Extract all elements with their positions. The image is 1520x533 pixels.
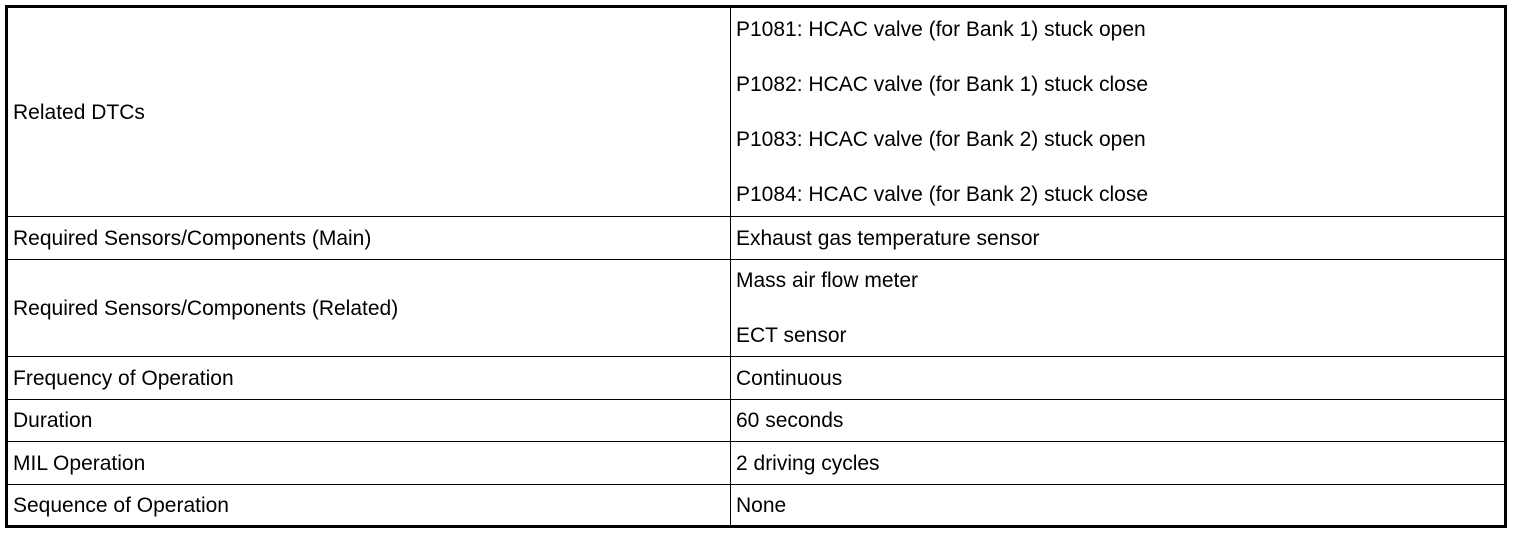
label-cell: Frequency of Operation — [8, 357, 731, 399]
value-text: Exhaust gas temperature sensor — [736, 226, 1040, 250]
value-cell: None — [731, 485, 1504, 525]
value-cell: 2 driving cycles — [731, 442, 1504, 484]
value-cell: 60 seconds — [731, 400, 1504, 441]
value-text: P1083: HCAC valve (for Bank 2) stuck ope… — [736, 128, 1146, 151]
label-text: MIL Operation — [13, 451, 146, 475]
value-text: Continuous — [736, 366, 843, 390]
value-cell: Continuous — [731, 357, 1504, 399]
table-row: Duration 60 seconds — [8, 399, 1504, 441]
table-row: Required Sensors/Components (Related) Mas… — [8, 259, 1504, 356]
table-row: Frequency of Operation Continuous — [8, 356, 1504, 399]
table-row: MIL Operation 2 driving cycles — [8, 441, 1504, 484]
label-text: Duration — [13, 409, 93, 432]
label-text: Required Sensors/Components (Related) — [13, 296, 399, 320]
label-cell: Sequence of Operation — [8, 485, 731, 525]
value-text: P1084: HCAC valve (for Bank 2) stuck clo… — [736, 183, 1149, 206]
value-text: 60 seconds — [736, 409, 844, 432]
table-row: Sequence of Operation None — [8, 484, 1504, 525]
label-cell: Duration — [8, 400, 731, 441]
value-cell: Exhaust gas temperature sensor — [731, 217, 1504, 259]
value-text: P1082: HCAC valve (for Bank 1) stuck clo… — [736, 73, 1149, 96]
table-row: Related DTCs P1081: HCAC valve (for Bank … — [8, 8, 1504, 216]
label-cell: MIL Operation — [8, 442, 731, 484]
spec-table: Related DTCs P1081: HCAC valve (for Bank … — [5, 5, 1507, 528]
label-text: Related DTCs — [13, 100, 145, 124]
label-text: Frequency of Operation — [13, 366, 234, 390]
label-text: Required Sensors/Components (Main) — [13, 226, 372, 250]
label-cell: Required Sensors/Components (Related) — [8, 260, 731, 356]
value-text: None — [736, 493, 787, 517]
value-text: P1081: HCAC valve (for Bank 1) stuck ope… — [736, 18, 1146, 41]
label-cell: Related DTCs — [8, 8, 731, 216]
value-text: ECT sensor — [736, 324, 847, 347]
value-cell: P1081: HCAC valve (for Bank 1) stuck ope… — [731, 8, 1504, 216]
value-text: Mass air flow meter — [736, 269, 919, 292]
label-text: Sequence of Operation — [13, 493, 229, 517]
value-text: 2 driving cycles — [736, 451, 880, 475]
value-cell: Mass air flow meter ECT sensor — [731, 260, 1504, 356]
table-row: Required Sensors/Components (Main) Exhaus… — [8, 216, 1504, 259]
label-cell: Required Sensors/Components (Main) — [8, 217, 731, 259]
